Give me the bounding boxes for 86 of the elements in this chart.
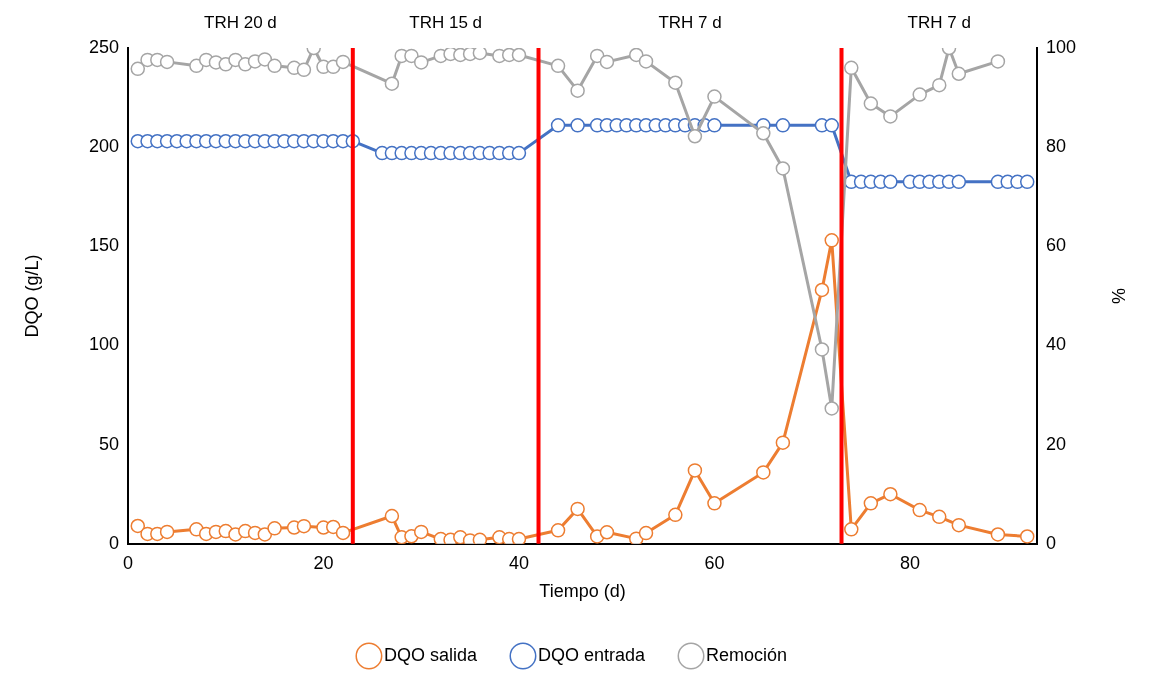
point <box>257 527 273 542</box>
point <box>951 66 967 82</box>
point <box>384 508 400 524</box>
y2-tick-label: 60 <box>1046 235 1067 256</box>
y-tick-label: 0 <box>108 532 119 553</box>
point <box>413 55 429 70</box>
point <box>335 525 351 541</box>
y-tick-label: 200 <box>88 136 119 157</box>
point <box>267 521 282 536</box>
x-tick-label: 20 <box>313 552 334 573</box>
point <box>756 465 771 480</box>
point <box>511 48 527 63</box>
point <box>687 129 703 144</box>
y-axis-title: DQO (g/L) <box>21 254 42 338</box>
y2-tick-label: 80 <box>1046 136 1067 157</box>
point <box>775 435 791 450</box>
x-tick-label: 0 <box>122 552 134 573</box>
point <box>472 532 488 544</box>
point <box>863 96 879 111</box>
y-tick-label: 100 <box>88 334 119 355</box>
point <box>707 89 722 104</box>
y2-tick-label: 40 <box>1046 334 1067 355</box>
point <box>844 60 859 76</box>
text: TRH 7 d <box>907 12 971 32</box>
legend-label: DQO salida <box>383 644 478 665</box>
point <box>335 54 351 70</box>
point <box>257 52 273 67</box>
point <box>599 54 615 70</box>
point <box>296 518 312 534</box>
point <box>756 126 771 141</box>
point <box>570 83 585 98</box>
point <box>159 524 175 540</box>
point <box>707 496 722 511</box>
text: TRH 20 d <box>204 12 277 32</box>
point <box>668 75 683 90</box>
point <box>267 58 282 74</box>
point <box>668 507 683 523</box>
point <box>472 48 488 61</box>
point <box>570 501 585 517</box>
point <box>883 486 898 502</box>
point <box>159 54 175 70</box>
x-tick-label: 60 <box>704 552 725 573</box>
point <box>912 502 927 518</box>
point <box>863 496 879 511</box>
point <box>413 524 429 540</box>
point <box>775 161 791 176</box>
point <box>814 342 830 357</box>
point <box>844 522 859 537</box>
point <box>511 531 527 544</box>
point <box>550 523 566 538</box>
point <box>814 282 830 298</box>
point <box>550 58 566 74</box>
text: TRH 7 d <box>658 12 722 32</box>
point <box>404 48 419 64</box>
y2-tick-label: 20 <box>1046 433 1067 454</box>
x-axis-title: Tiempo (d) <box>539 581 626 602</box>
point <box>951 517 967 533</box>
point <box>990 54 1006 69</box>
point <box>883 109 898 124</box>
point <box>932 509 947 525</box>
y-tick-label: 250 <box>88 36 119 57</box>
point <box>130 518 146 534</box>
y2-axis-title: % <box>1108 287 1129 304</box>
point <box>638 525 654 541</box>
y2-tick-label: 100 <box>1046 36 1077 57</box>
point <box>687 463 703 478</box>
point <box>384 76 400 91</box>
y-tick-label: 50 <box>98 433 119 454</box>
point <box>638 54 654 69</box>
point <box>990 527 1006 542</box>
point <box>824 401 839 416</box>
point <box>932 77 947 93</box>
text: TRH 15 d <box>409 12 483 32</box>
y2-tick-label: 0 <box>1046 532 1057 553</box>
point <box>599 525 615 540</box>
legend-label: DQO entrada <box>537 644 647 665</box>
point <box>629 48 644 63</box>
x-tick-label: 80 <box>899 552 920 573</box>
point <box>296 62 312 78</box>
point <box>130 61 146 77</box>
point <box>912 87 927 102</box>
legend-label: Remoción <box>706 644 788 665</box>
y-tick-label: 150 <box>88 235 119 256</box>
x-tick-label: 40 <box>508 552 529 573</box>
point <box>824 233 839 248</box>
point <box>1019 529 1035 544</box>
